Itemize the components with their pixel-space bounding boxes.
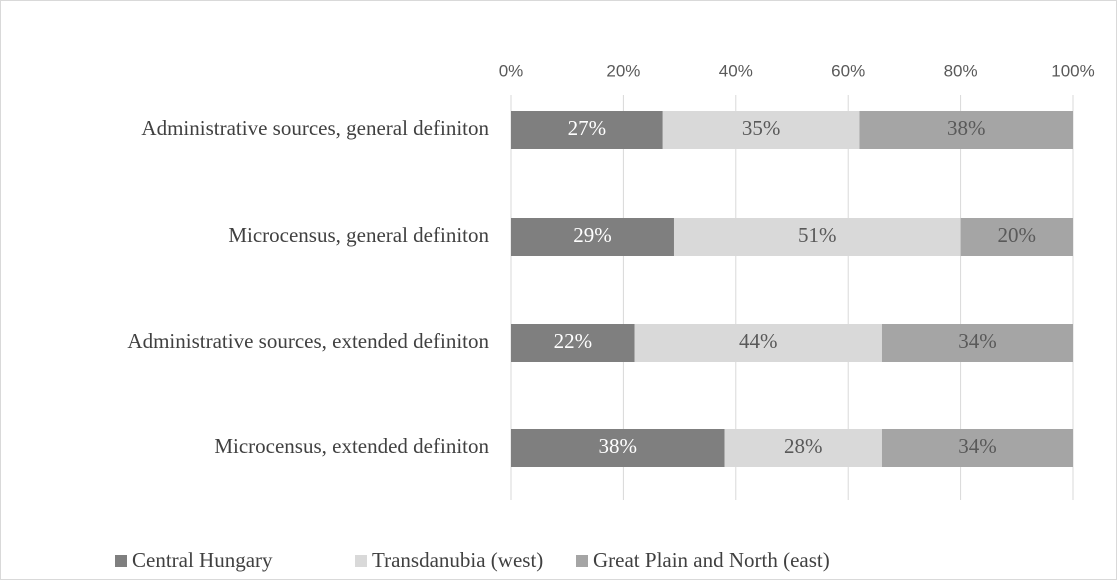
y-tick-label: Administrative sources, general definito… [141, 116, 489, 140]
data-label: 29% [573, 223, 612, 247]
data-label: 28% [784, 434, 823, 458]
bar-segment [511, 429, 725, 467]
x-tick-label: 40% [719, 61, 753, 80]
legend-label: Transdanubia (west) [372, 548, 543, 572]
y-tick-label: Administrative sources, extended definit… [127, 329, 489, 353]
data-label: 22% [554, 329, 593, 353]
data-label: 44% [739, 329, 778, 353]
legend-swatch [355, 555, 367, 567]
data-label: 51% [798, 223, 837, 247]
data-label: 20% [998, 223, 1037, 247]
x-tick-label: 20% [606, 61, 640, 80]
legend-label: Great Plain and North (east) [593, 548, 830, 572]
bar-segment [511, 324, 635, 362]
x-tick-label: 0% [499, 61, 524, 80]
data-label: 27% [568, 116, 607, 140]
bar-segment [960, 218, 1073, 256]
legend-label: Central Hungary [132, 548, 273, 572]
data-label: 34% [958, 329, 997, 353]
y-tick-label: Microcensus, general definiton [228, 223, 489, 247]
bar-segment [511, 218, 674, 256]
bar-segment [859, 111, 1073, 149]
legend-swatch [115, 555, 127, 567]
bar-segment [634, 324, 882, 362]
bar-segment [673, 218, 961, 256]
x-tick-label: 60% [831, 61, 865, 80]
data-label: 38% [947, 116, 986, 140]
data-label: 35% [742, 116, 781, 140]
bar-segment [724, 429, 882, 467]
bar-segment [881, 429, 1073, 467]
data-label: 38% [599, 434, 638, 458]
data-label: 34% [958, 434, 997, 458]
y-tick-label: Microcensus, extended definiton [214, 434, 489, 458]
legend-swatch [576, 555, 588, 567]
x-tick-label: 80% [944, 61, 978, 80]
x-tick-label: 100% [1051, 61, 1094, 80]
bar-segment [662, 111, 860, 149]
bar-segment [511, 111, 663, 149]
bar-segment [881, 324, 1073, 362]
